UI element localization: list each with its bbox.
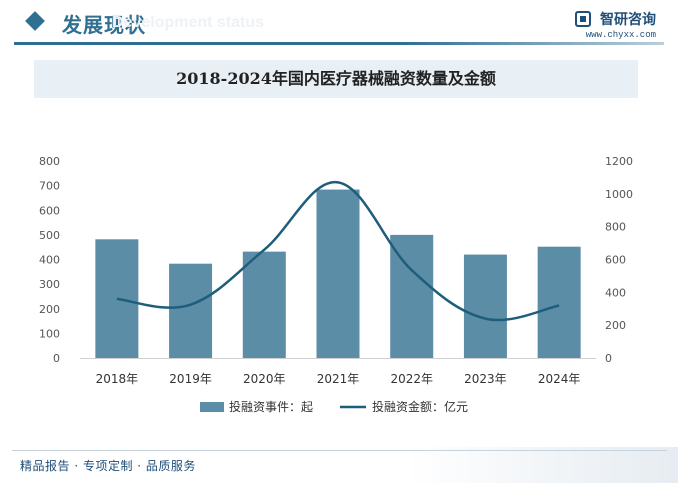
right-axis-tick-label: 200	[605, 319, 626, 332]
right-axis-tick-label: 1200	[605, 155, 633, 168]
left-axis-tick-label: 400	[39, 254, 60, 267]
right-axis-tick-label: 600	[605, 254, 626, 267]
brand-url: www.chyxx.com	[585, 29, 656, 40]
left-axis-tick-label: 100	[39, 327, 60, 340]
legend-line-label: 投融资金额：亿元	[372, 399, 468, 414]
header-divider	[14, 42, 664, 45]
line-series-amount	[116, 181, 560, 322]
right-axis-tick-label: 1000	[605, 188, 633, 201]
right-axis-tick-label: 400	[605, 286, 626, 299]
section-title: 发展现状	[62, 13, 146, 37]
footer-divider	[12, 450, 667, 451]
right-axis-tick-label: 0	[605, 352, 612, 365]
left-axis-tick-label: 0	[53, 352, 60, 365]
category-label: 2020年	[243, 372, 286, 386]
header: 发展现状 Development status 智研咨询 www.chyxx.c…	[0, 0, 678, 46]
bar-2018年	[95, 239, 139, 358]
bar-2020年	[242, 251, 286, 358]
bar-2022年	[390, 234, 434, 358]
category-label: 2024年	[538, 372, 581, 386]
left-axis-tick-label: 700	[39, 180, 60, 193]
bar-2024年	[537, 246, 581, 358]
section-subtitle: Development status	[112, 14, 265, 31]
left-axis-tick-label: 500	[39, 229, 60, 242]
brand: 智研咨询 www.chyxx.com	[574, 8, 656, 40]
footer: 精品报告 · 专项定制 · 品质服务	[0, 447, 678, 483]
chart-title: 2018-2024年国内医疗器械融资数量及金额	[176, 69, 496, 88]
category-label: 2019年	[169, 372, 212, 386]
bar-2019年	[169, 263, 213, 358]
bar-2021年	[316, 189, 360, 358]
footer-text: 精品报告 · 专项定制 · 品质服务	[20, 459, 196, 473]
brand-logo-icon	[574, 10, 591, 27]
legend-bar-swatch	[200, 402, 224, 412]
chart-title-band: 2018-2024年国内医疗器械融资数量及金额	[34, 60, 638, 98]
left-axis-tick-label: 800	[39, 155, 60, 168]
legend-bar-label: 投融资事件：起	[229, 399, 313, 414]
category-label: 2021年	[317, 372, 360, 386]
brand-name: 智研咨询	[600, 11, 656, 28]
category-label: 2022年	[390, 372, 433, 386]
left-axis-tick-label: 200	[39, 303, 60, 316]
bar-2023年	[463, 254, 507, 358]
left-axis-tick-label: 600	[39, 204, 60, 217]
category-label: 2018年	[96, 372, 139, 386]
category-label: 2023年	[464, 372, 507, 386]
right-axis-tick-label: 800	[605, 221, 626, 234]
left-axis-tick-label: 300	[39, 278, 60, 291]
